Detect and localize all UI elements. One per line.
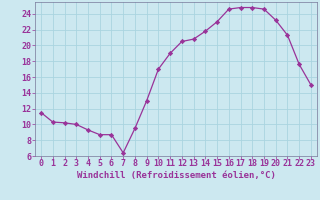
X-axis label: Windchill (Refroidissement éolien,°C): Windchill (Refroidissement éolien,°C) [76, 171, 276, 180]
